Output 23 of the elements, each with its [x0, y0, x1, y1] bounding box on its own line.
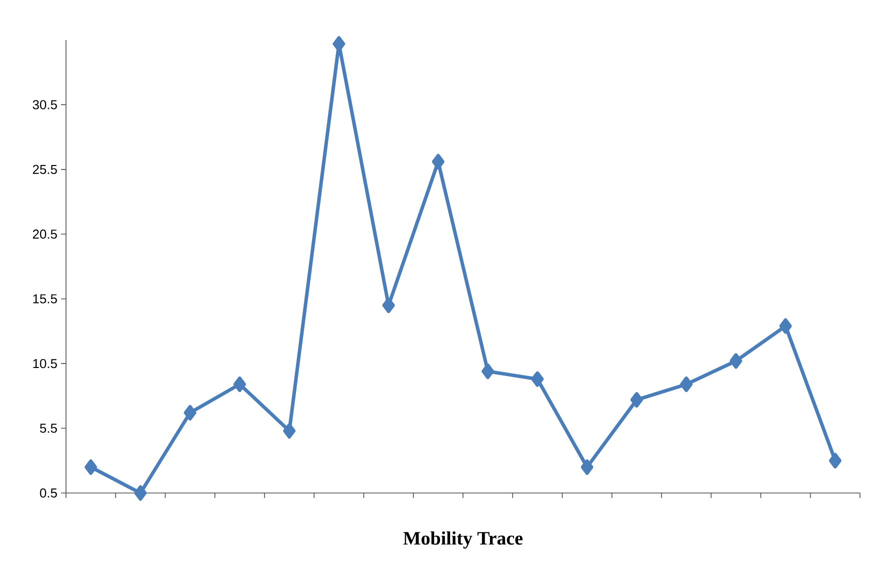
point — [184, 405, 196, 421]
point — [382, 298, 395, 314]
y-tick-label: 10.5 — [33, 358, 57, 368]
point — [84, 459, 98, 475]
point — [531, 371, 544, 387]
y-tick-label: 30.5 — [32, 100, 57, 110]
y-tick-label: 25.5 — [32, 164, 57, 174]
y-tick-label: 15.5 — [33, 294, 57, 304]
point — [432, 154, 444, 170]
point — [134, 485, 147, 501]
point — [828, 452, 842, 468]
point — [482, 364, 494, 380]
y-tick-label: 5.5 — [40, 424, 57, 433]
point — [233, 376, 246, 392]
x-axis-title: Mobility Trace — [403, 531, 523, 549]
point — [580, 459, 594, 475]
point — [779, 318, 792, 334]
point — [283, 423, 296, 439]
y-tick-label: 0.5 — [40, 488, 57, 498]
point — [630, 392, 643, 408]
point — [730, 353, 742, 369]
y-tick-label: 20.5 — [32, 230, 57, 239]
point — [680, 376, 693, 392]
